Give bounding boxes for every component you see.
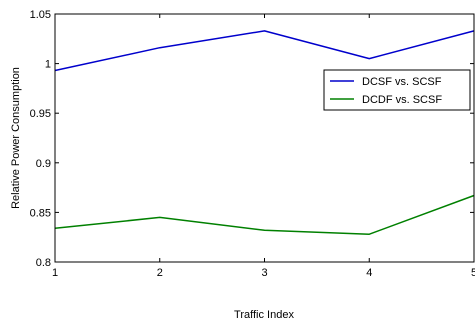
x-tick-label: 3 [261,267,267,279]
plot-frame [54,13,475,263]
series-line-1 [54,194,475,235]
y-axis-label: Relative Power Consumption [10,67,22,209]
x-tick-label: 4 [366,267,372,279]
x-tick-label: 5 [471,267,475,279]
y-tick-labels: 0.8 0.85 0.9 0.95 1 1.05 [30,9,51,269]
y-tick-label: 1 [45,59,51,71]
series-line-0 [54,30,475,72]
legend: DCSF vs. SCSF DCDF vs. SCSF [323,69,471,111]
x-tick-labels: 1 2 3 4 5 [52,267,475,279]
y-tick-label: 0.9 [36,158,51,170]
y-tick-label: 1.05 [30,9,51,21]
x-tick-label: 2 [157,267,163,279]
series-layer [54,30,475,235]
legend-label-dcsf: DCSF vs. SCSF [362,76,442,88]
legend-box [323,69,471,111]
y-tick-label: 0.85 [30,207,51,219]
y-tick-label: 0.95 [30,108,51,120]
y-tick-label: 0.8 [36,257,51,269]
legend-label-dcdf: DCDF vs. SCSF [362,94,442,106]
x-axis-label: Traffic Index [234,309,294,321]
plot-area [55,14,474,262]
x-tick-label: 1 [52,267,58,279]
